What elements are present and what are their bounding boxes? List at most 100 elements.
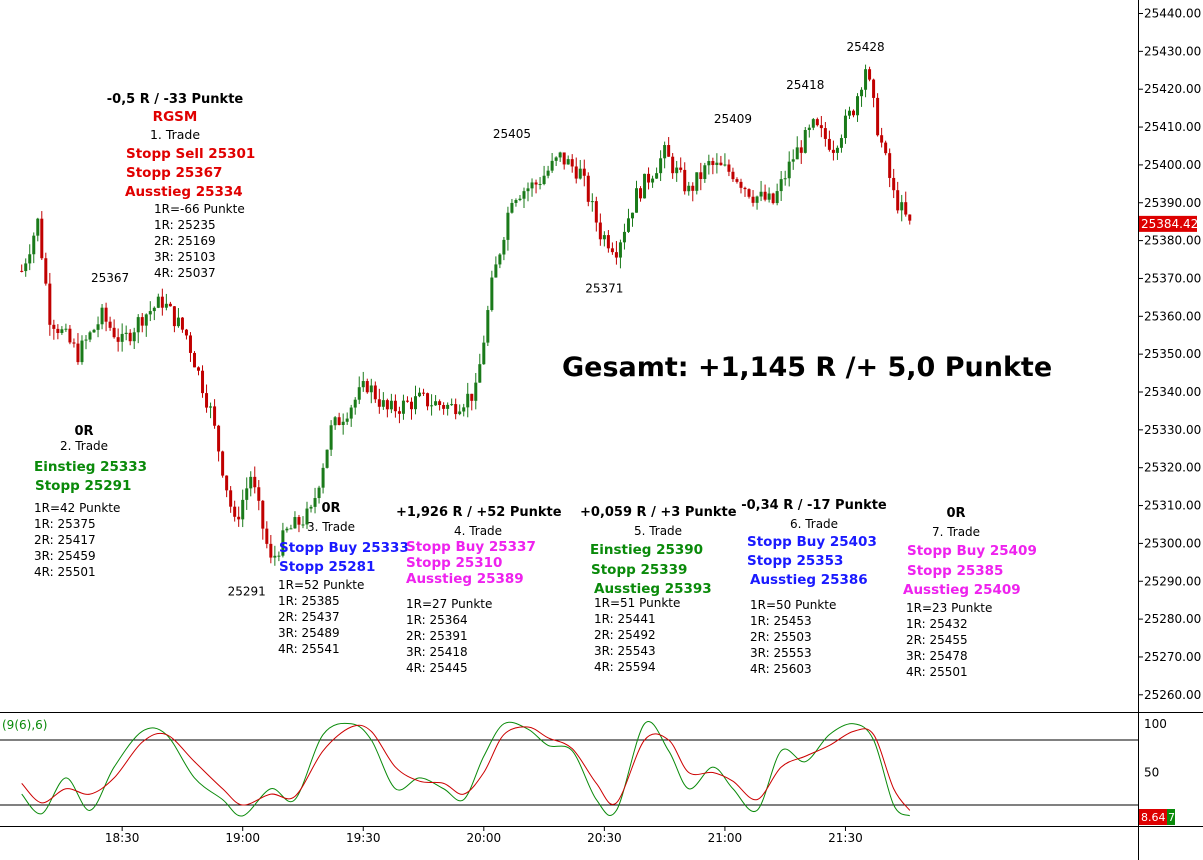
candle-body [72,342,76,344]
candle-body [293,517,297,529]
candle-body [64,328,68,330]
trade-2-line: Einstieg 25333 [34,459,148,475]
trade-5-line: Einstieg 25390 [590,542,704,558]
candle-body [361,381,365,388]
candle-body [542,175,546,185]
trade-1-orders: Stopp Sell 25301 Stopp 25367 Ausstieg 25… [125,145,256,202]
candle-body [683,169,687,192]
trade-1-name: 1. Trade [149,127,201,142]
candle-body [494,264,498,278]
candle-body [635,188,639,213]
time-tick-label: 20:00 [467,831,502,845]
candle-body [96,324,100,330]
candle-body [671,156,675,174]
swing-price-label: 25291 [228,584,266,598]
candle-body [586,175,590,202]
trade-5-name: 5. Trade [633,524,683,538]
candle-body [847,110,851,116]
trade-6-result: -0,34 R / -17 Punkte [741,498,887,513]
trade-6-target: 1R=50 Punkte [750,598,837,612]
candle-body [470,393,474,401]
trade-7-orders: Stopp Buy 25409 Stopp 25385 Ausstieg 254… [903,541,1037,599]
candle-body [892,177,896,191]
candle-body [570,159,574,167]
candle-body [864,69,868,90]
trade-1-annotation: -0,5 R / -33 Punkte RGSM 1. Trade [100,92,250,143]
trade-2-target: 1R: 25375 [34,517,96,531]
candle-body [413,396,417,410]
trade-4-targets: 1R=27 Punkte 1R: 25364 2R: 25391 3R: 254… [406,596,492,676]
trade-5-result: +0,059 R / +3 Punkte [580,505,737,520]
time-tick-label: 20:30 [587,831,622,845]
total-result: Gesamt: +1,145 R /+ 5,0 Punkte [562,352,1053,383]
candle-body [554,157,558,161]
trade-2-target: 1R=42 Punkte [34,501,121,515]
candle-body [462,407,466,412]
price-tick-label: 25270.00 [1144,650,1201,664]
candle-body [562,152,566,165]
candle-body [719,162,723,166]
candle-body [868,69,872,80]
trade-5-annotation: +0,059 R / +3 Punkte 5. Trade [580,505,737,539]
candle-body [602,235,606,240]
candle-body [466,393,470,408]
candle-body [337,417,341,425]
candle-body [217,425,221,452]
price-tick-label: 25280.00 [1144,612,1201,626]
trade-4-target: 4R: 25445 [406,661,468,675]
candle-body [478,364,482,383]
trade-3-name: 3. Trade [306,520,356,534]
candle-body [695,172,699,191]
candle-body [36,218,40,236]
swing-price-label: 25405 [493,127,531,141]
candle-body [522,191,526,199]
candle-body [622,231,626,243]
candle-body [454,404,458,415]
candle-body [317,487,321,499]
candle-body [482,342,486,365]
price-tick-label: 25310.00 [1144,499,1201,513]
trade-5-targets: 1R=51 Punkte 1R: 25441 2R: 25492 3R: 255… [594,595,680,675]
candle-body [566,159,570,165]
candle-body [651,178,655,183]
swing-price-label: 25428 [846,40,884,54]
candle-body [815,119,819,126]
trade-3-target: 3R: 25489 [278,626,340,640]
candle-body [803,130,807,153]
time-tick-label: 21:30 [828,831,863,845]
candle-body [799,147,803,153]
trade-4-annotation: +1,926 R / +52 Punkte 4. Trade [396,505,562,539]
candle-body [309,506,313,509]
candle-body [52,324,56,329]
trade-7-target: 2R: 25455 [906,633,968,647]
trade-3-target: 2R: 25437 [278,610,340,624]
trade-4-target: 1R=27 Punkte [406,597,493,611]
oscillator-d-line [21,724,911,811]
price-tick-label: 25350.00 [1144,347,1201,361]
candle-body [807,127,811,131]
oscillator-k-line [21,721,911,817]
price-tick-label: 25290.00 [1144,574,1201,588]
candle-body [221,451,225,476]
candle-body [735,179,739,182]
candle-body [44,258,48,284]
candle-body [140,317,144,326]
candle-body [257,487,261,501]
candle-body [253,476,257,488]
candle-body [377,399,381,407]
candle-body [434,401,438,406]
candle-body [574,166,578,179]
candle-body [598,222,602,240]
last-price-tag [1139,215,1197,232]
price-tick-label: 25410.00 [1144,120,1201,134]
trade-5-target: 1R: 25441 [594,612,656,626]
candle-body [819,125,823,129]
oscillator-tick-label: 50 [1144,766,1159,780]
swing-price-label: 25371 [585,282,623,296]
trade-2-orders: Einstieg 25333 Stopp 25291 [34,458,147,496]
candle-body [856,96,860,116]
price-tick-label: 25330.00 [1144,423,1201,437]
trade-1-line: Stopp Sell 25301 [126,146,256,162]
candle-body [904,202,908,215]
candle-body [197,367,201,371]
